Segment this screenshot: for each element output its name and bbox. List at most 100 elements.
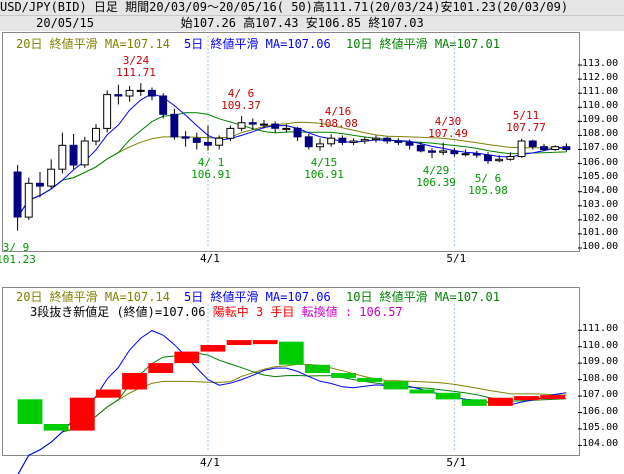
y-tick-label-top: 111.00 xyxy=(582,86,619,98)
brick-down xyxy=(278,341,304,365)
y-tick-label-top: 112.00 xyxy=(582,72,619,84)
brick-down xyxy=(357,377,383,382)
brick-down xyxy=(461,399,487,406)
brick-down xyxy=(331,373,356,378)
ma20-line-bottom xyxy=(17,363,567,474)
candle-down xyxy=(271,123,280,129)
y-tick-label-top: 113.00 xyxy=(582,58,619,70)
candle-down xyxy=(540,146,548,150)
y-tick-label-top: 108.00 xyxy=(582,128,619,140)
candle-down xyxy=(114,94,123,97)
candle-down xyxy=(293,127,302,138)
candle-down xyxy=(204,141,212,146)
candle-up xyxy=(226,127,235,139)
brick-down xyxy=(43,424,69,431)
brick-up xyxy=(514,396,539,401)
y-tick-label-bottom: 104.00 xyxy=(582,438,619,450)
candle-up xyxy=(125,89,134,97)
candle-up xyxy=(372,137,380,141)
brick-up xyxy=(148,363,174,373)
legend-ma20-bottom: 20日 終値平滑 MA=107.14 xyxy=(16,290,170,304)
candle-up xyxy=(349,140,358,143)
chart-header-line1: USD/JPY(BID) 日足 期間20/03/09～20/05/16( 50)… xyxy=(0,0,624,16)
candle-up xyxy=(24,182,33,218)
brick-down xyxy=(409,389,435,394)
y-tick-label-bottom: 105.00 xyxy=(582,421,619,433)
y-tick-label-top: 102.00 xyxy=(582,212,619,224)
candle-down xyxy=(148,89,156,97)
brick-up xyxy=(252,340,278,345)
y-tick-label-bottom: 111.00 xyxy=(582,323,619,335)
kagi-status-count: 3 手目 xyxy=(248,305,302,319)
price-annotation: 5/11 107.77 xyxy=(506,109,546,134)
legend-ma5-top: 5日 終値平滑 MA=107.06 xyxy=(184,37,331,51)
price-annotation: 4/ 1 106.91 xyxy=(191,156,231,181)
candle-down xyxy=(13,171,22,218)
candle-down xyxy=(394,140,403,143)
x-tick-label-bottom: 4/1 xyxy=(200,456,220,469)
ma5-line-top xyxy=(17,92,567,218)
candle-up xyxy=(215,137,224,146)
candle-down xyxy=(338,137,347,143)
candle-up xyxy=(58,144,67,170)
brick-up xyxy=(488,397,513,406)
y-tick-label-bottom: 108.00 xyxy=(582,372,619,384)
price-annotation: 3/24 111.71 xyxy=(116,54,156,79)
x-tick-label-bottom: 5/1 xyxy=(446,456,467,469)
brick-up xyxy=(226,340,252,345)
kagi-panel xyxy=(2,287,580,456)
price-annotation: 4/15 106.91 xyxy=(304,156,344,181)
candle-up xyxy=(237,122,246,129)
brick-up xyxy=(122,373,147,390)
price-annotation: 4/ 6 109.37 xyxy=(221,87,261,112)
brick-up xyxy=(69,397,95,431)
x-tick-label-top: 5/1 xyxy=(446,252,467,265)
y-tick-label-top: 106.00 xyxy=(582,156,619,168)
candle-down xyxy=(69,144,78,166)
candlestick-panel xyxy=(2,32,580,252)
ma10-line-bottom xyxy=(17,352,567,474)
candle-up xyxy=(136,89,145,92)
candle-down xyxy=(383,137,392,142)
ma10-line-top xyxy=(17,112,567,218)
brick-up xyxy=(174,351,200,364)
y-tick-label-top: 101.00 xyxy=(582,226,619,238)
candle-down xyxy=(192,137,201,143)
legend-ma5-bottom: 5日 終値平滑 MA=107.06 xyxy=(184,290,331,304)
price-annotation: 4/29 106.39 xyxy=(416,164,456,189)
y-tick-label-top: 105.00 xyxy=(582,170,619,182)
candle-up xyxy=(92,127,100,142)
candle-down xyxy=(159,95,168,115)
candle-down xyxy=(562,146,571,150)
candle-down xyxy=(416,144,425,152)
candle-up xyxy=(260,123,268,126)
candle-up xyxy=(282,127,291,130)
chart-header-line2: 20/05/15 始107.26 高107.43 安106.85 終107.03 xyxy=(0,16,624,31)
candle-up xyxy=(517,140,526,157)
candle-down xyxy=(484,154,492,162)
y-tick-label-bottom: 106.00 xyxy=(582,405,619,417)
y-tick-label-top: 107.00 xyxy=(582,142,619,154)
candle-down xyxy=(450,150,459,155)
legend-ma20-top: 20日 終値平滑 MA=107.14 xyxy=(16,37,170,51)
brick-down xyxy=(17,399,43,424)
y-tick-label-bottom: 107.00 xyxy=(582,389,619,401)
brick-up xyxy=(200,345,226,352)
brick-up xyxy=(96,389,121,398)
y-tick-label-top: 103.00 xyxy=(582,198,619,210)
candle-down xyxy=(528,140,537,148)
ma20-line-top xyxy=(17,121,567,218)
price-annotation: 5/ 6 105.98 xyxy=(468,172,508,197)
candle-up xyxy=(80,140,89,166)
kagi-status-prefix: 3段抜き新値足 (終値)=107.06 xyxy=(30,305,213,319)
y-tick-label-top: 109.00 xyxy=(582,114,619,126)
candle-down xyxy=(428,150,436,153)
candle-up xyxy=(316,143,324,148)
candle-down xyxy=(36,182,44,187)
kagi-status-state: 陽転中 xyxy=(212,305,249,319)
candle-down xyxy=(170,113,179,138)
price-annotation: 4/30 107.49 xyxy=(428,115,468,140)
price-annotation: 4/16 108.08 xyxy=(318,105,358,130)
candle-down xyxy=(181,136,190,139)
